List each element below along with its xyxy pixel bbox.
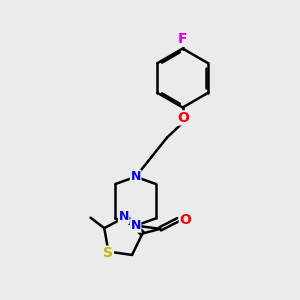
Text: N: N (130, 170, 141, 183)
Text: N: N (130, 219, 141, 232)
Text: O: O (179, 213, 191, 227)
Text: O: O (177, 111, 189, 125)
Text: N: N (118, 210, 129, 224)
Text: F: F (178, 32, 188, 46)
Text: S: S (103, 246, 113, 260)
